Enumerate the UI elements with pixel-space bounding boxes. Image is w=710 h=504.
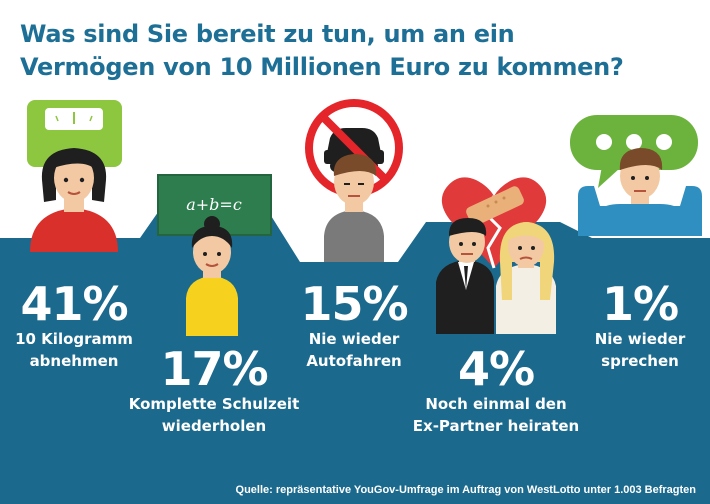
- figure-weight-loss: [27, 100, 122, 252]
- title-line-2: Vermögen von 10 Millionen Euro zu kommen…: [20, 53, 624, 82]
- category-label-line-1: 10 Kilogramm: [15, 330, 133, 348]
- data-label-pct: 1%: [601, 277, 679, 331]
- stat-no-speaking: 1% Nie wieder sprechen: [570, 280, 710, 372]
- category-label-line-2: abnehmen: [29, 352, 119, 370]
- category-label-line-2: sprechen: [601, 352, 679, 370]
- data-label-pct: 4%: [457, 342, 535, 396]
- title-line-1: Was sind Sie bereit zu tun, um an ein: [20, 20, 515, 49]
- category-label-line-1: Noch einmal den: [425, 395, 567, 413]
- stat-weight-loss: 41% 10 Kilogramm abnehmen: [4, 280, 144, 372]
- category-label-line-2: wiederholen: [161, 417, 267, 435]
- category-label-line-2: Autofahren: [306, 352, 402, 370]
- data-label-pct: 17%: [160, 342, 268, 396]
- stat-no-driving: 15% Nie wieder Autofahren: [284, 280, 424, 372]
- chalkboard-formula: a+b=c: [186, 195, 242, 214]
- speech-bubble-icon: [570, 115, 698, 188]
- stat-school: 17% Komplette Schulzeit wiederholen: [114, 345, 314, 437]
- data-label-pct: 15%: [300, 277, 408, 331]
- chart-title: Was sind Sie bereit zu tun, um an ein Ve…: [20, 18, 700, 84]
- category-label-line-1: Komplette Schulzeit: [128, 395, 300, 413]
- figure-ex-partner: [436, 177, 556, 334]
- stat-ex-partner: 4% Noch einmal den Ex-Partner heiraten: [396, 345, 596, 437]
- category-label-line-2: Ex-Partner heiraten: [412, 417, 580, 435]
- data-label-pct: 41%: [20, 277, 128, 331]
- category-label-line-1: Nie wieder: [308, 330, 400, 348]
- source-note: Quelle: repräsentative YouGov-Umfrage im…: [235, 484, 696, 496]
- chalkboard-icon: a+b=c: [157, 174, 272, 236]
- figure-no-driving: [305, 99, 403, 262]
- figure-no-speaking: [570, 115, 702, 236]
- figure-school: a+b=c: [157, 174, 272, 336]
- scale-icon: [27, 100, 122, 167]
- category-label-line-1: Nie wieder: [594, 330, 686, 348]
- broken-heart-icon: [441, 177, 547, 269]
